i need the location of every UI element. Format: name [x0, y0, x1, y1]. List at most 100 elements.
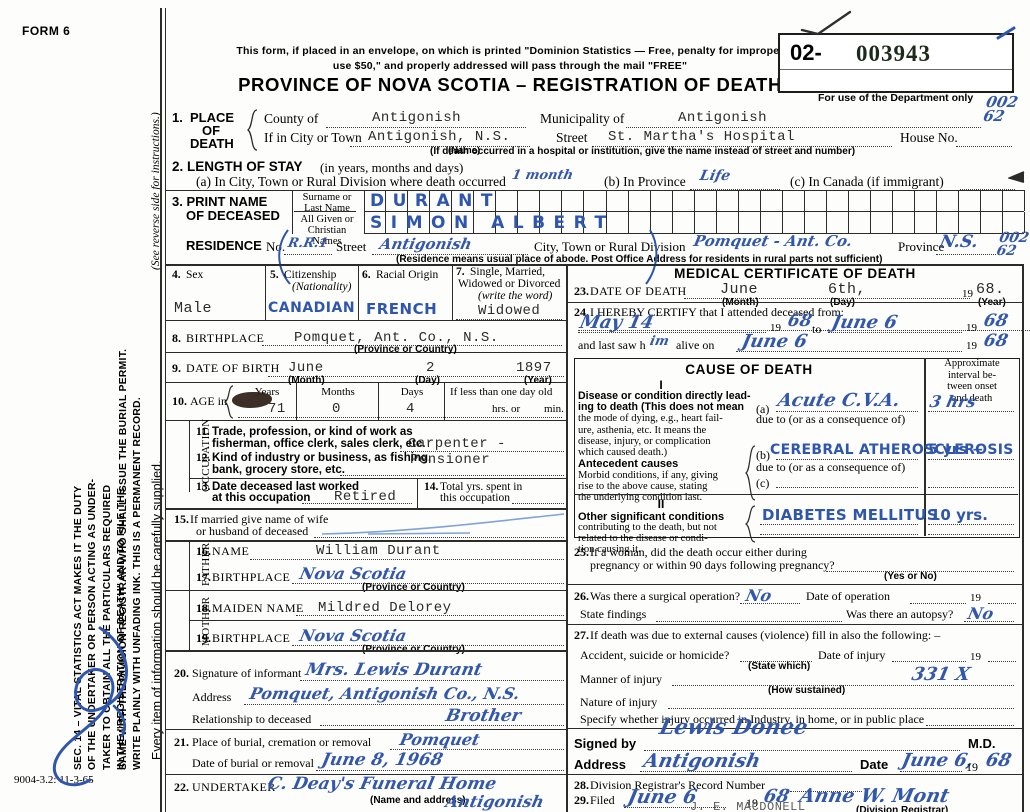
item20-number: 20. [174, 666, 189, 680]
item1-name-sublabel: (Name) [448, 145, 481, 156]
letter-cell [783, 212, 805, 233]
item20-signature-rule [300, 679, 564, 681]
letter-cell [386, 212, 409, 233]
item16-label: NAME [212, 544, 250, 558]
cause-of-death-box [574, 358, 1020, 538]
letter-cell [981, 212, 1004, 233]
table-top-rule [165, 264, 1024, 266]
item1-street-rule [592, 145, 892, 147]
letter-cell [959, 190, 982, 211]
antecedent-heading: Antecedent causes [578, 458, 679, 470]
item29-registrar-sublabel: (Division Registrar) [856, 805, 949, 812]
item1-street-value: St. Martha's Hospital [608, 129, 795, 145]
part-i-description: Disease or condition directly lead- ing … [578, 390, 760, 458]
item20-relationship-value: Brother [443, 706, 523, 726]
item22-number: 22. [174, 780, 189, 794]
item24-label: I HEREBY CERTIFY that I attended decease… [590, 305, 844, 319]
item1-number: 1. [172, 110, 183, 125]
letter-cell [695, 190, 717, 211]
item10-months-label: Months [321, 386, 355, 398]
part-ii-desc-0: contributing to the death, but not [578, 522, 717, 533]
item28-rule [790, 790, 862, 792]
item3-divider-1 [292, 190, 293, 234]
residence-annotation-brackets [278, 229, 658, 285]
item29-value: June 6 [625, 786, 699, 808]
letter-cell [452, 190, 475, 211]
item1-municipality-label: Municipality of [540, 111, 625, 126]
item1-municipality-rule [626, 126, 981, 128]
letter-cell [915, 212, 938, 233]
item24-from-year-value: 68 [785, 311, 814, 331]
part-i-desc-3: ure, asthenia, etc. It means the [578, 424, 707, 436]
item26-autopsy-label: Was there an autopsy? [846, 607, 954, 621]
item5-label: Citizenship [284, 269, 337, 281]
item3-heading-line1: 3. PRINT NAME [172, 194, 268, 209]
letter-cell [651, 212, 673, 233]
row8-bottom-rule [165, 352, 566, 353]
item19-number: 19. [196, 631, 211, 645]
letter-cell [893, 190, 916, 211]
item7-value: Widowed [478, 303, 541, 319]
letter-cell [386, 190, 409, 211]
item10-brace-icon [224, 385, 234, 419]
item24-lastsaw-label2: alive on [676, 338, 715, 352]
item9-label: DATE OF BIRTH [186, 361, 280, 375]
item10-number: 10. [172, 394, 187, 408]
item11-label-2: fisherman, office clerk, sales clerk, et… [212, 438, 426, 450]
item26-date-year-rule [988, 602, 1016, 604]
table-right-rule [1022, 264, 1024, 812]
item9-year-sublabel: (Year) [524, 375, 552, 386]
cause-line-a-interval-rule [928, 410, 1014, 412]
item26-value: No [743, 586, 774, 605]
cause-line-c-interval-rule [928, 486, 1014, 488]
item6-number: 6. [362, 269, 371, 281]
item1-street-label: Street [556, 130, 588, 145]
registration-box-divider [780, 69, 1012, 70]
item3-heading-line2: OF DECEASED [186, 208, 280, 223]
letter-cell [584, 212, 607, 233]
letter-cell [629, 190, 651, 211]
row4-bottom-rule [165, 320, 566, 321]
residence-street-rule [372, 253, 528, 255]
letter-cell [1003, 190, 1026, 211]
part-ii-interval-rule [928, 523, 1014, 525]
item21-date-value: June 8, 1968 [319, 750, 445, 770]
item23-year-value: 68. [976, 281, 1005, 298]
item9-rule [268, 375, 564, 377]
occupation-band-divider [189, 420, 190, 492]
given-letter-grid [364, 212, 1026, 233]
item23-month-value: June [720, 281, 759, 298]
letter-cell [430, 190, 453, 211]
item6-label: Racial Origin [376, 269, 439, 281]
item27-injury-year-rule [988, 660, 1016, 662]
item15-top-rule [165, 508, 566, 510]
signed-address-label: Address [574, 757, 627, 772]
cause-line-c-rule [776, 486, 918, 488]
cause-of-death-heading: CAUSE OF DEATH [685, 362, 813, 377]
letter-cell [739, 212, 761, 233]
residence-no-rule [284, 253, 332, 255]
item13-value: Retired [334, 489, 397, 505]
item10-div-3 [444, 382, 445, 420]
item10-min-label: min. [544, 403, 564, 415]
item1-city-label: If in City or Town [264, 130, 362, 145]
letter-cell [1003, 212, 1026, 233]
item24-to-year-prefix: 19 [966, 322, 977, 334]
right-arrow-mark-icon [1008, 171, 1025, 183]
item18-value: Mildred Delorey [318, 600, 452, 616]
department-note: For use of the Department only [818, 92, 974, 104]
page-title: PROVINCE OF NOVA SCOTIA – REGISTRATION O… [238, 74, 782, 95]
sidebar-legal-block: SEC. 14 – VITAL STATISTICS ACT MAKES IT … [0, 0, 164, 812]
signed-date-label: Date [860, 757, 889, 772]
item10-div-1 [296, 382, 297, 420]
letter-cell [761, 190, 783, 211]
residence-street-label: Street [336, 239, 367, 254]
ink-blot-mark [232, 392, 272, 408]
cause-interval-divider [924, 358, 926, 536]
given-value: SIMON ALBERT [370, 213, 615, 233]
item21-place-label: Place of burial, cremation or removal [192, 735, 372, 749]
part-i-desc-4: disease, injury, or complication [578, 435, 711, 447]
letter-cell [915, 190, 938, 211]
item21-date-rule [316, 769, 564, 771]
item9-month-sublabel: (Month) [288, 375, 325, 386]
